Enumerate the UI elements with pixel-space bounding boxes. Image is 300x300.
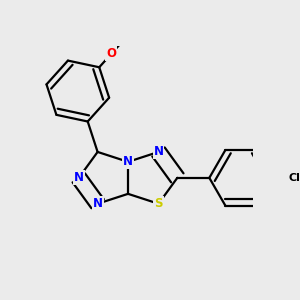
Text: N: N (123, 155, 133, 168)
Text: N: N (154, 146, 164, 158)
Text: S: S (154, 197, 163, 210)
Text: O: O (106, 47, 116, 60)
Text: N: N (93, 197, 103, 210)
Text: Cl: Cl (288, 173, 300, 183)
Text: N: N (74, 171, 84, 184)
